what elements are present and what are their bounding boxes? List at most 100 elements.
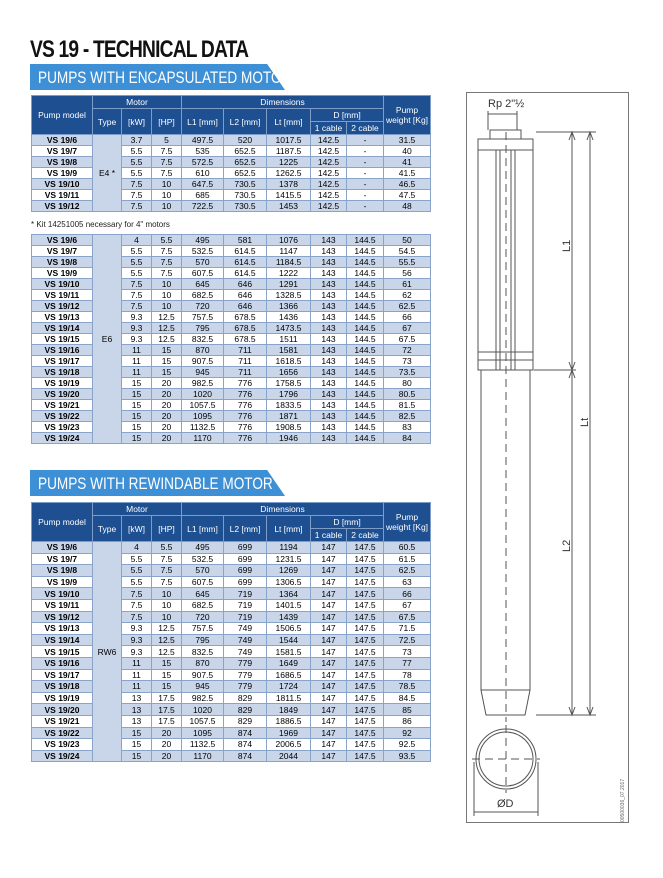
cell-l1: 982.5: [181, 691, 224, 705]
cell-d-2-cable: 147.5: [345, 691, 385, 705]
cell-d-2-cable: 144.5: [346, 289, 384, 301]
cell-kw: 5.5: [121, 245, 152, 257]
cell-lt: 1581.5: [266, 645, 311, 658]
cell-lt: 1969: [266, 726, 311, 740]
cell-l2: 779: [223, 680, 267, 693]
cell-hp: 7.5: [151, 267, 182, 279]
cell-lt: 1649: [266, 656, 311, 670]
cell-kw: 9.3: [121, 311, 152, 323]
cell-weight: 73.5: [383, 366, 431, 378]
table-row: VS 19/7 5.5 7.5 535 652.5 1187.5 142.5-40: [31, 145, 432, 157]
table-row: VS 19/23 15 20 1132.5 874 2006.5 147 147.5 92.5: [31, 738, 432, 751]
cell-d-1-cable: 147: [310, 564, 347, 577]
cell-d-2-cable: 144.5: [346, 388, 384, 400]
cell-d-1-cable: 147: [310, 726, 347, 740]
cell-d-1-cable: 147: [310, 680, 347, 693]
cell-d-1-cable: 143: [310, 366, 347, 378]
cell-lt: 1291: [266, 278, 311, 290]
cell-l2: 874: [223, 749, 267, 763]
cell-l1: 682.5: [181, 598, 224, 612]
col-2-cable: 2 cable: [345, 121, 385, 135]
cell-pump-model: VS 19/13: [31, 311, 93, 323]
cell-l2: 719: [223, 598, 267, 612]
cell-l2: 699: [223, 541, 267, 554]
cell-weight: 31.5: [383, 134, 432, 146]
cell-l2: 730.5: [223, 178, 267, 190]
col-lt: Lt [mm]: [266, 515, 311, 542]
cell-hp: 10: [151, 300, 182, 312]
cell-l1: 1170: [181, 432, 224, 444]
col-l2: L2 [mm]: [223, 515, 267, 542]
table-row: VS 19/9 5.5 7.5 607.5 614.5 1222 143 144.5 56: [31, 267, 431, 279]
table-row: VS 19/19 15 20 982.5 776 1758.5 143 144.5 80: [31, 377, 431, 389]
cell-lt: 1017.5: [266, 134, 311, 146]
cell-lt: 1946: [266, 432, 311, 444]
cell-weight: 66: [383, 587, 432, 600]
cell-lt: 1222: [266, 267, 311, 279]
cell-kw: 15: [121, 377, 152, 389]
cell-weight: 47.5: [383, 189, 432, 201]
cell-d-1-cable: 143: [310, 322, 347, 334]
col-weight: Pump weight [Kg]: [383, 502, 432, 542]
table-row: VS 19/11 7.5 10 682.5 719 1401.5 147 147.5 67: [31, 598, 432, 612]
cell-pump-model: VS 19/11: [31, 289, 93, 301]
cell-d-1-cable: 142.5: [310, 167, 347, 179]
cell-l2: 711: [223, 366, 267, 378]
cell-l2: 730.5: [223, 200, 267, 212]
cell-d-2-cable: 147.5: [345, 680, 385, 693]
cell-d-1-cable: 143: [310, 234, 347, 246]
cell-lt: 1453: [266, 200, 311, 212]
cell-kw: 5.5: [121, 167, 152, 179]
cell-hp: 7.5: [151, 552, 182, 566]
cell-d-1-cable: 142.5: [310, 189, 347, 201]
cell-d-1-cable: 143: [310, 410, 347, 422]
section-center-lines: [472, 725, 540, 793]
table-row: VS 19/11 7.5 10 682.5 646 1328.5 143 144.5 62: [31, 289, 431, 301]
cell-lt: 1581: [266, 344, 311, 356]
cell-l1: 685: [181, 189, 224, 201]
cell-l2: 614.5: [223, 256, 267, 268]
cell-lt: 1378: [266, 178, 311, 190]
cell-hp: 17.5: [151, 691, 182, 705]
cell-d-2-cable: 147.5: [345, 703, 385, 716]
cell-kw: 7.5: [121, 610, 152, 624]
cell-lt: 1849: [266, 703, 311, 716]
cell-l1: 907.5: [181, 668, 224, 682]
cell-pump-model: VS 19/18: [31, 680, 93, 693]
cell-lt: 1871: [266, 410, 311, 422]
cell-pump-model: VS 19/7: [31, 245, 93, 257]
cell-pump-model: VS 19/8: [31, 156, 93, 168]
table-row: VS 19/8 5.5 7.5 570 614.5 1184.5 143 144.5 55.5: [31, 256, 431, 268]
cell-d-2-cable: 147.5: [345, 749, 385, 763]
table-row: VS 19/21 13 17.5 1057.5 829 1886.5 147 147.5 86: [31, 714, 432, 728]
cell-d-2-cable: 144.5: [346, 432, 384, 444]
col-d: D [mm]: [309, 108, 385, 122]
cell-l2: 874: [223, 738, 267, 751]
cell-d-1-cable: 147: [310, 645, 347, 658]
cell-pump-model: VS 19/18: [31, 366, 93, 378]
cell-pump-model: VS 19/9: [31, 267, 93, 279]
cell-lt: 1231.5: [266, 552, 311, 566]
table-row: VS 19/24 15 20 1170 874 2044 147 147.5 93.5: [31, 749, 432, 763]
cell-l1: 607.5: [181, 267, 224, 279]
col-type: Type: [92, 515, 122, 542]
cell-weight: 72.5: [383, 633, 432, 647]
table-row: VS 19/8 5.5 7.5 572.5 652.5 1225 142.5-41: [31, 156, 432, 168]
cell-l2: 719: [223, 587, 267, 600]
cell-d-1-cable: 143: [310, 388, 347, 400]
cell-l2: 829: [223, 691, 267, 705]
cell-pump-model: VS 19/7: [31, 552, 93, 566]
cell-d-1-cable: 142.5: [310, 178, 347, 190]
cell-hp: 10: [151, 189, 182, 201]
cell-l1: 832.5: [181, 333, 224, 345]
cell-pump-model: VS 19/19: [31, 377, 93, 389]
cell-lt: 1401.5: [266, 598, 311, 612]
cell-hp: 12.5: [151, 311, 182, 323]
encapsulated-e6-table: VS 19/6 E6 4 5.5 495 581 1076 143 144.5 50 VS 19/7…: [31, 234, 431, 444]
cell-weight: 67: [383, 598, 432, 612]
motor-end: [480, 689, 531, 716]
cell-hp: 7.5: [151, 145, 182, 157]
cell-pump-model: VS 19/21: [31, 714, 93, 728]
cell-pump-model: VS 19/6: [31, 234, 93, 246]
